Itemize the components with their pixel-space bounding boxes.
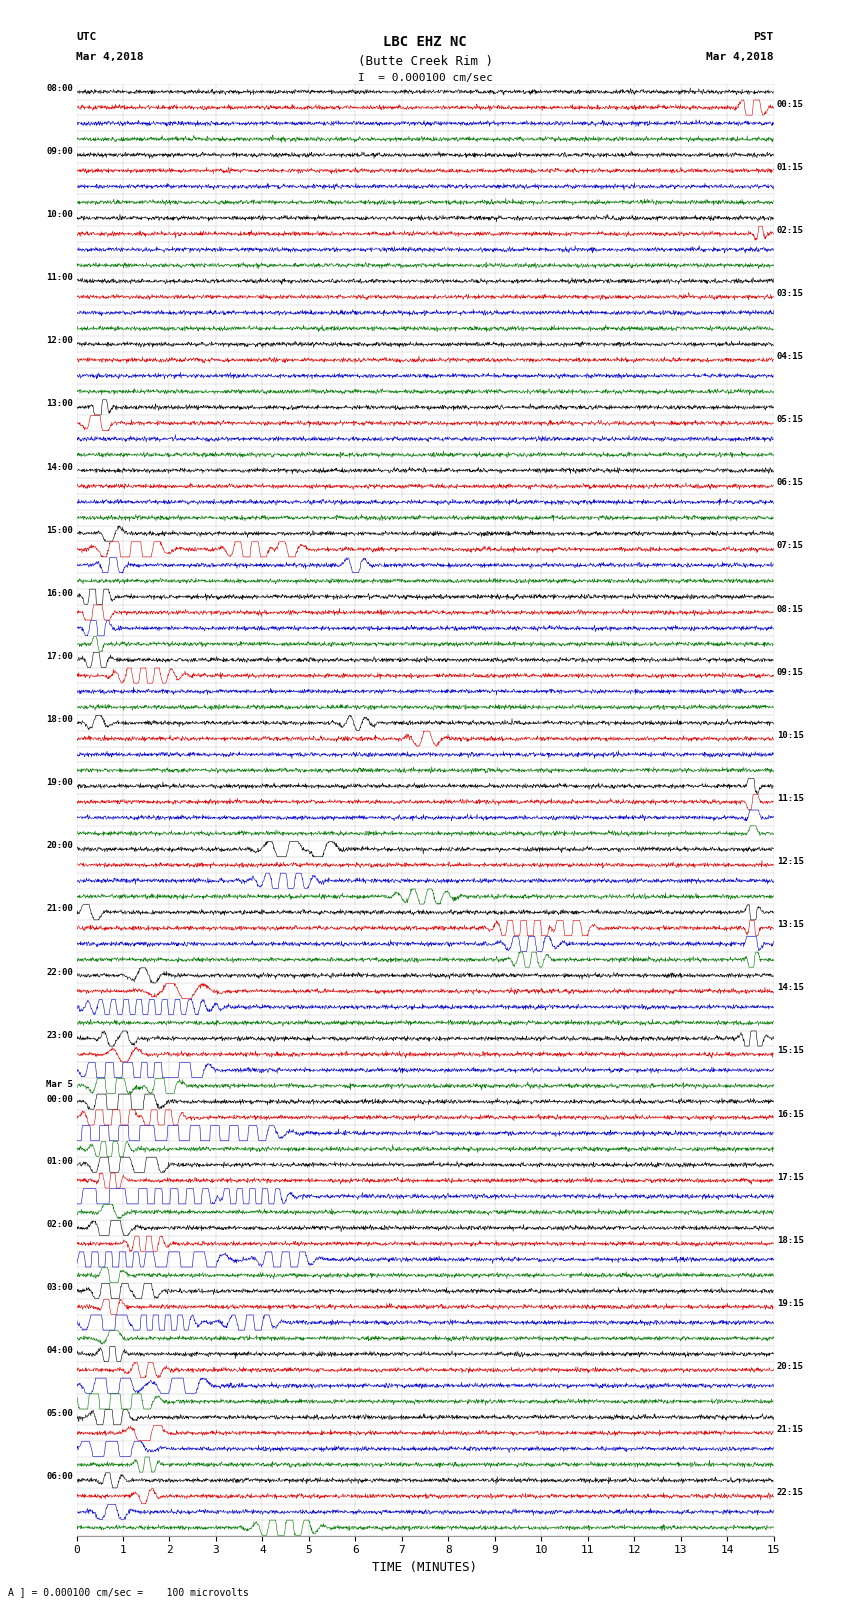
Text: 14:15: 14:15 [777, 984, 804, 992]
Text: 22:15: 22:15 [777, 1489, 804, 1497]
Text: 14:00: 14:00 [46, 463, 73, 471]
Text: 18:15: 18:15 [777, 1236, 804, 1245]
Text: 07:15: 07:15 [777, 542, 804, 550]
Text: (Butte Creek Rim ): (Butte Creek Rim ) [358, 55, 492, 68]
Text: 12:00: 12:00 [46, 337, 73, 345]
Text: 04:15: 04:15 [777, 352, 804, 361]
Text: 19:00: 19:00 [46, 777, 73, 787]
Text: A ] = 0.000100 cm/sec =    100 microvolts: A ] = 0.000100 cm/sec = 100 microvolts [8, 1587, 249, 1597]
Text: 15:15: 15:15 [777, 1047, 804, 1055]
Text: 08:00: 08:00 [46, 84, 73, 94]
Text: Mar 4,2018: Mar 4,2018 [706, 52, 774, 61]
Text: 18:00: 18:00 [46, 715, 73, 724]
Text: 21:15: 21:15 [777, 1426, 804, 1434]
Text: 17:00: 17:00 [46, 652, 73, 661]
Text: 02:15: 02:15 [777, 226, 804, 235]
Text: 10:15: 10:15 [777, 731, 804, 740]
Text: 01:15: 01:15 [777, 163, 804, 171]
Text: 20:15: 20:15 [777, 1361, 804, 1371]
Text: 05:15: 05:15 [777, 415, 804, 424]
Text: 06:15: 06:15 [777, 479, 804, 487]
Text: 23:00: 23:00 [46, 1031, 73, 1040]
Text: 05:00: 05:00 [46, 1410, 73, 1418]
Text: 13:15: 13:15 [777, 919, 804, 929]
Text: PST: PST [753, 32, 774, 42]
Text: 13:00: 13:00 [46, 400, 73, 408]
Text: 21:00: 21:00 [46, 905, 73, 913]
Text: 16:00: 16:00 [46, 589, 73, 598]
Text: 06:00: 06:00 [46, 1473, 73, 1481]
Text: Mar 5: Mar 5 [46, 1079, 73, 1089]
Text: 03:15: 03:15 [777, 289, 804, 298]
Text: 09:15: 09:15 [777, 668, 804, 677]
Text: 00:00: 00:00 [46, 1095, 73, 1105]
Text: 04:00: 04:00 [46, 1347, 73, 1355]
Text: 12:15: 12:15 [777, 857, 804, 866]
Text: 09:00: 09:00 [46, 147, 73, 156]
Text: 22:00: 22:00 [46, 968, 73, 976]
Text: 01:00: 01:00 [46, 1157, 73, 1166]
Text: 03:00: 03:00 [46, 1282, 73, 1292]
Text: 10:00: 10:00 [46, 210, 73, 219]
Text: 11:15: 11:15 [777, 794, 804, 803]
Text: 17:15: 17:15 [777, 1173, 804, 1182]
Text: Mar 4,2018: Mar 4,2018 [76, 52, 144, 61]
Text: 15:00: 15:00 [46, 526, 73, 534]
Text: 02:00: 02:00 [46, 1219, 73, 1229]
Text: 20:00: 20:00 [46, 842, 73, 850]
Text: UTC: UTC [76, 32, 97, 42]
Text: 11:00: 11:00 [46, 273, 73, 282]
X-axis label: TIME (MINUTES): TIME (MINUTES) [372, 1561, 478, 1574]
Text: 19:15: 19:15 [777, 1298, 804, 1308]
Text: I  = 0.000100 cm/sec: I = 0.000100 cm/sec [358, 73, 492, 82]
Text: 00:15: 00:15 [777, 100, 804, 108]
Text: LBC EHZ NC: LBC EHZ NC [383, 35, 467, 50]
Text: 08:15: 08:15 [777, 605, 804, 613]
Text: 16:15: 16:15 [777, 1110, 804, 1118]
